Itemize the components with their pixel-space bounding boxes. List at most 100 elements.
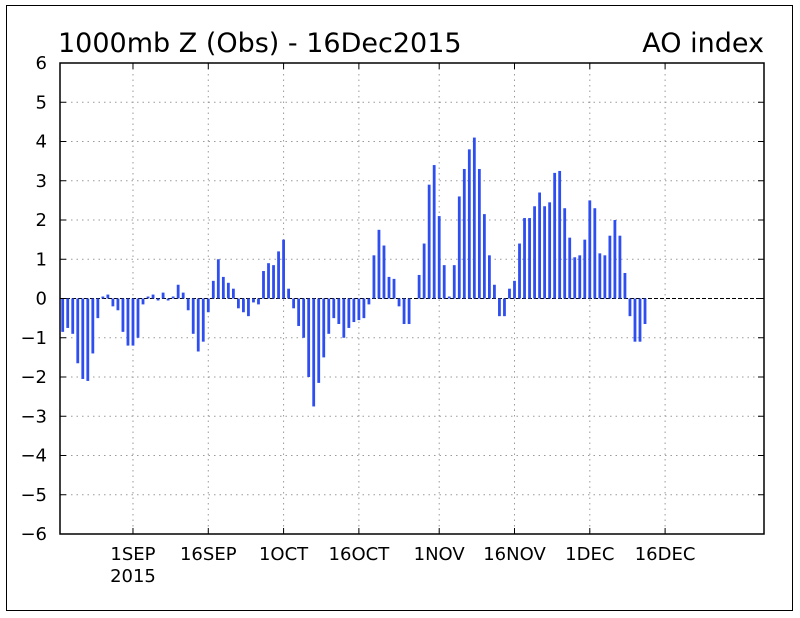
- bar: [292, 298, 296, 309]
- bar: [643, 298, 647, 325]
- x-tick-label: 1DEC: [565, 544, 614, 565]
- bar: [242, 298, 245, 313]
- bar: [392, 278, 396, 299]
- bar: [472, 137, 476, 299]
- bar: [101, 296, 105, 299]
- bar: [467, 149, 471, 299]
- grid-lines: [60, 63, 764, 534]
- bar: [503, 298, 506, 317]
- bar: [61, 298, 65, 332]
- bar: [452, 265, 456, 299]
- x-tick-label: 16SEP: [180, 544, 237, 565]
- bar: [523, 218, 526, 299]
- x-tick-label: 16DEC: [635, 544, 696, 565]
- bar: [613, 220, 617, 299]
- bar: [287, 288, 290, 299]
- bar: [568, 237, 572, 299]
- bar: [397, 298, 401, 307]
- bar: [387, 276, 391, 299]
- bar: [322, 298, 326, 358]
- bar: [262, 271, 265, 299]
- bar: [196, 298, 200, 352]
- bar: [237, 298, 240, 309]
- bar: [206, 298, 210, 313]
- x-tick-label: 1OCT: [259, 544, 309, 565]
- bar: [106, 294, 110, 299]
- bar: [91, 298, 95, 354]
- y-tick-label: 3: [36, 171, 47, 192]
- bar: [146, 296, 150, 299]
- bar: [603, 255, 607, 299]
- bar: [131, 298, 135, 346]
- bar: [357, 298, 361, 321]
- bar: [277, 251, 280, 299]
- y-tick-label: 2: [36, 210, 47, 231]
- bar: [307, 298, 311, 377]
- index-label: AO index: [642, 28, 764, 59]
- bar: [191, 298, 195, 334]
- bar: [302, 298, 306, 338]
- bar: [81, 298, 85, 379]
- bar: [462, 168, 466, 299]
- bar: [538, 192, 541, 299]
- bar: [221, 276, 225, 299]
- bar: [176, 284, 180, 299]
- bar: [508, 288, 511, 299]
- bar: [257, 298, 260, 305]
- bar: [181, 292, 185, 299]
- bar: [312, 298, 316, 407]
- bar: [553, 172, 557, 299]
- outer-frame: [6, 5, 793, 611]
- bar: [111, 298, 115, 307]
- bar: [623, 272, 627, 299]
- bar: [136, 298, 140, 338]
- bar: [297, 298, 301, 326]
- bar: [66, 298, 70, 328]
- bar: [171, 296, 175, 299]
- bar: [76, 298, 80, 364]
- x-tick-label: 1SEP: [110, 544, 155, 565]
- bar: [342, 298, 346, 338]
- bar: [211, 280, 215, 299]
- bar: [327, 298, 331, 334]
- y-tick-label: −3: [20, 406, 47, 427]
- y-tick-label: 6: [36, 53, 47, 74]
- bar: [528, 218, 531, 299]
- bar: [267, 263, 270, 299]
- bar: [447, 296, 451, 299]
- bar: [352, 298, 356, 323]
- bar: [548, 202, 552, 299]
- bar: [126, 298, 130, 346]
- bar: [518, 243, 521, 299]
- bar: [282, 239, 285, 299]
- y-tick-label: 5: [36, 92, 47, 113]
- bar: [513, 280, 516, 299]
- bar: [226, 282, 230, 299]
- bar: [628, 298, 632, 317]
- bar: [583, 239, 587, 299]
- y-axis: 6 5 4 3 2 1 0 −1 −2 −3 −4 −5 −6: [20, 53, 764, 545]
- bar: [588, 200, 592, 299]
- bar: [457, 196, 461, 299]
- bar: [432, 165, 436, 299]
- bar: [618, 235, 622, 299]
- x-year-label: 2015: [110, 566, 156, 587]
- bar: [247, 298, 250, 317]
- bar: [407, 298, 411, 325]
- bar: [201, 298, 205, 342]
- bar: [347, 298, 351, 328]
- bar: [498, 298, 501, 317]
- bar: [71, 298, 75, 334]
- bar: [578, 255, 582, 299]
- bar: [161, 292, 165, 299]
- y-tick-label: −2: [20, 367, 47, 388]
- y-tick-label: 0: [36, 289, 47, 310]
- bar: [377, 229, 381, 299]
- bar: [437, 216, 441, 299]
- bar: [216, 259, 220, 299]
- bar: [317, 298, 321, 383]
- y-tick-label: −1: [20, 328, 47, 349]
- bar: [151, 294, 155, 299]
- bar: [488, 255, 491, 299]
